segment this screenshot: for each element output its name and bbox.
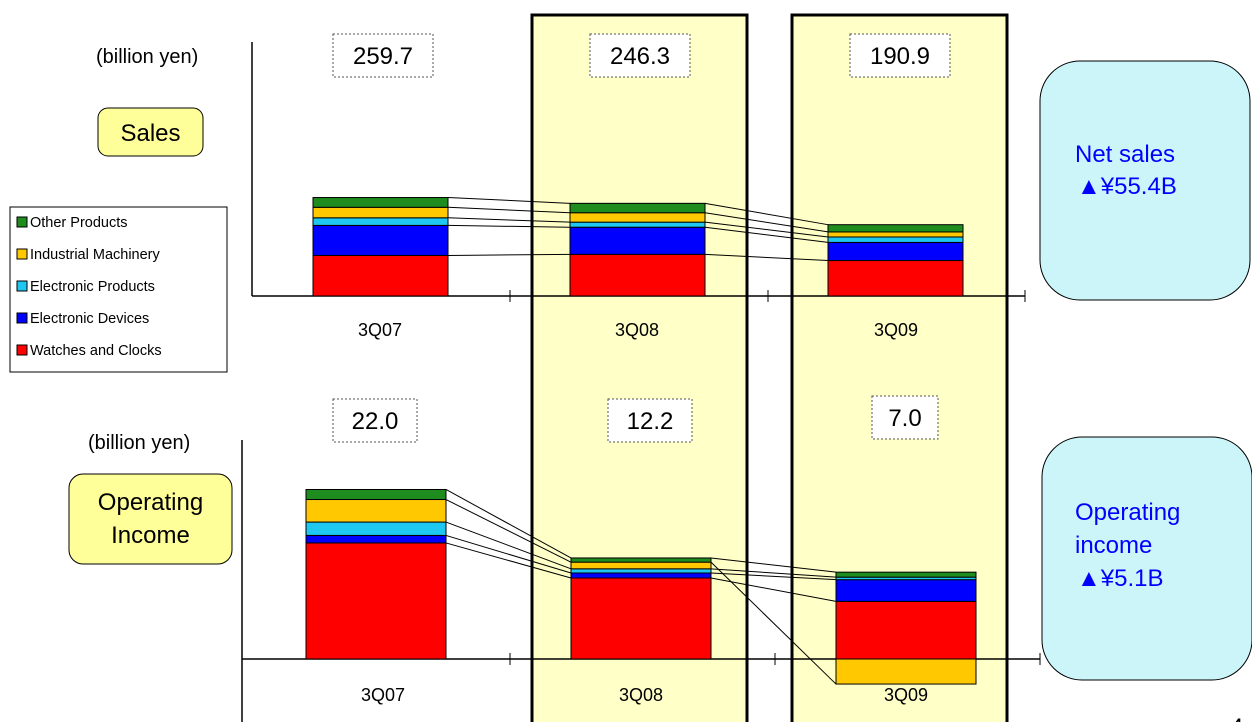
connector-sales-electronic-products-0 bbox=[447, 217, 571, 223]
bar-income-3q07-watches-and-clocks bbox=[305, 542, 447, 660]
legend-label-industrial-machinery: Industrial Machinery bbox=[30, 247, 160, 263]
connector-sales-industrial-machinery-0 bbox=[447, 206, 571, 214]
connector-sales-electronic-products-1 bbox=[704, 221, 829, 238]
connector-income-industrial-machinery-0 bbox=[445, 499, 572, 563]
bar-income-3q08-watches-and-clocks bbox=[570, 577, 712, 660]
bar-income-3q09-other-products bbox=[835, 571, 977, 578]
connector-sales-watches-and-clocks-1 bbox=[704, 253, 829, 262]
operating-income-callout-line2: income bbox=[1075, 532, 1152, 559]
bar-sales-3q08-industrial-machinery bbox=[569, 212, 706, 223]
total-label-sales-3q09: 190.9 bbox=[870, 43, 930, 70]
net-sales-callout-line2: ▲¥55.4B bbox=[1077, 173, 1177, 200]
total-label-sales-3q08: 246.3 bbox=[610, 43, 670, 70]
legend-label-watches-and-clocks: Watches and Clocks bbox=[30, 343, 162, 359]
bar-income-3q07-electronic-products bbox=[305, 521, 447, 536]
bar-sales-3q09-industrial-machinery bbox=[827, 231, 964, 238]
total-label-income-3q09: 7.0 bbox=[888, 405, 921, 432]
legend-swatch-electronic-products bbox=[16, 280, 28, 292]
operating-income-callout: Operating income ▲¥5.1B bbox=[1041, 436, 1252, 681]
net-sales-callout: Net sales ▲¥55.4B bbox=[1039, 60, 1251, 301]
bar-sales-3q09-watches-and-clocks bbox=[827, 260, 964, 297]
operating-income-callout-line3: ▲¥5.1B bbox=[1077, 565, 1163, 592]
bar-sales-3q09-electronic-devices bbox=[827, 241, 964, 262]
sales-badge: Sales bbox=[97, 107, 204, 157]
page-number: 4 bbox=[1230, 714, 1243, 722]
total-box-income-3q07 bbox=[332, 398, 418, 443]
bar-sales-3q08-other-products bbox=[569, 202, 706, 214]
sales-unit-label: (billion yen) bbox=[96, 46, 198, 68]
legend: Other Products Industrial Machinery Electr… bbox=[9, 206, 228, 373]
legend-swatch-electronic-devices bbox=[16, 312, 28, 324]
bar-sales-3q09-other-products bbox=[827, 224, 964, 233]
bar-income-3q09-electronic-devices bbox=[835, 579, 977, 602]
bar-sales-3q09-electronic-products bbox=[827, 236, 964, 243]
category-label-income-3q08: 3Q08 bbox=[619, 685, 663, 705]
income-badge-line1: Operating bbox=[98, 489, 203, 516]
total-label-sales-3q07: 259.7 bbox=[353, 43, 413, 70]
income-unit-label: (billion yen) bbox=[88, 432, 190, 454]
bar-income-3q07-other-products bbox=[305, 488, 447, 501]
connector-income-electronic-devices-1 bbox=[710, 572, 837, 581]
bar-sales-3q08-electronic-devices bbox=[569, 226, 706, 255]
total-label-income-3q08: 12.2 bbox=[627, 408, 674, 435]
legend-swatch-industrial-machinery bbox=[16, 248, 28, 260]
bar-sales-3q08-electronic-products bbox=[569, 221, 706, 228]
bar-sales-3q07-watches-and-clocks bbox=[312, 254, 449, 297]
connector-sales-electronic-devices-1 bbox=[704, 226, 829, 243]
total-box-income-3q09 bbox=[871, 395, 939, 440]
bar-income-3q08-electronic-devices bbox=[570, 572, 712, 579]
category-label-sales-3q07: 3Q07 bbox=[358, 320, 402, 340]
total-label-income-3q07: 22.0 bbox=[352, 408, 399, 435]
connector-sales-other-products-1 bbox=[704, 202, 829, 226]
category-label-sales-3q09: 3Q09 bbox=[874, 320, 918, 340]
legend-swatch-watches-and-clocks bbox=[16, 344, 28, 356]
operating-income-callout-line1: Operating bbox=[1075, 499, 1180, 526]
legend-swatch-other-products bbox=[16, 216, 28, 228]
bar-sales-3q07-industrial-machinery bbox=[312, 206, 449, 219]
connector-sales-other-products-0 bbox=[447, 197, 571, 204]
income-badge: Operating Income bbox=[68, 473, 233, 565]
connector-income-other-products-0 bbox=[445, 489, 572, 559]
connector-sales-electronic-devices-0 bbox=[447, 224, 571, 228]
bar-income-3q08-industrial-machinery bbox=[570, 561, 712, 570]
bar-income-3q07-industrial-machinery bbox=[305, 499, 447, 523]
legend-label-electronic-devices: Electronic Devices bbox=[30, 311, 149, 327]
total-box-sales-3q08 bbox=[589, 33, 691, 78]
connector-income-other-products-1 bbox=[710, 557, 837, 573]
total-box-sales-3q09 bbox=[849, 33, 951, 78]
total-box-income-3q08 bbox=[607, 398, 693, 443]
connector-sales-industrial-machinery-1 bbox=[704, 212, 829, 233]
category-label-income-3q07: 3Q07 bbox=[361, 685, 405, 705]
connector-income-electronic-devices-0 bbox=[445, 534, 572, 574]
category-label-income-3q09: 3Q09 bbox=[884, 685, 928, 705]
connector-income-electronic-products-1 bbox=[710, 568, 837, 578]
connector-income-watches-and-clocks-0 bbox=[445, 542, 572, 579]
category-label-sales-3q08: 3Q08 bbox=[615, 320, 659, 340]
bar-sales-3q07-other-products bbox=[312, 197, 449, 208]
connector-income-industrial-machinery-1 bbox=[710, 561, 837, 685]
legend-label-electronic-products: Electronic Products bbox=[30, 279, 155, 295]
bar-income-3q08-other-products bbox=[570, 557, 712, 563]
bar-sales-3q07-electronic-devices bbox=[312, 224, 449, 256]
income-badge-line2: Income bbox=[111, 522, 190, 549]
bar-income-3q09-industrial-machinery bbox=[835, 658, 977, 685]
bar-sales-3q07-electronic-products bbox=[312, 217, 449, 226]
bar-sales-3q08-watches-and-clocks bbox=[569, 253, 706, 297]
bar-income-3q08-electronic-products bbox=[570, 568, 712, 574]
net-sales-callout-line1: Net sales bbox=[1075, 141, 1175, 168]
connector-sales-watches-and-clocks-0 bbox=[447, 253, 571, 256]
bar-income-3q07-electronic-devices bbox=[305, 534, 447, 544]
total-box-sales-3q07 bbox=[332, 33, 434, 78]
connector-income-electronic-products-0 bbox=[445, 521, 572, 570]
bar-income-3q09-watches-and-clocks bbox=[835, 600, 977, 660]
sales-badge-label: Sales bbox=[120, 120, 180, 147]
legend-label-other-products: Other Products bbox=[30, 215, 128, 231]
